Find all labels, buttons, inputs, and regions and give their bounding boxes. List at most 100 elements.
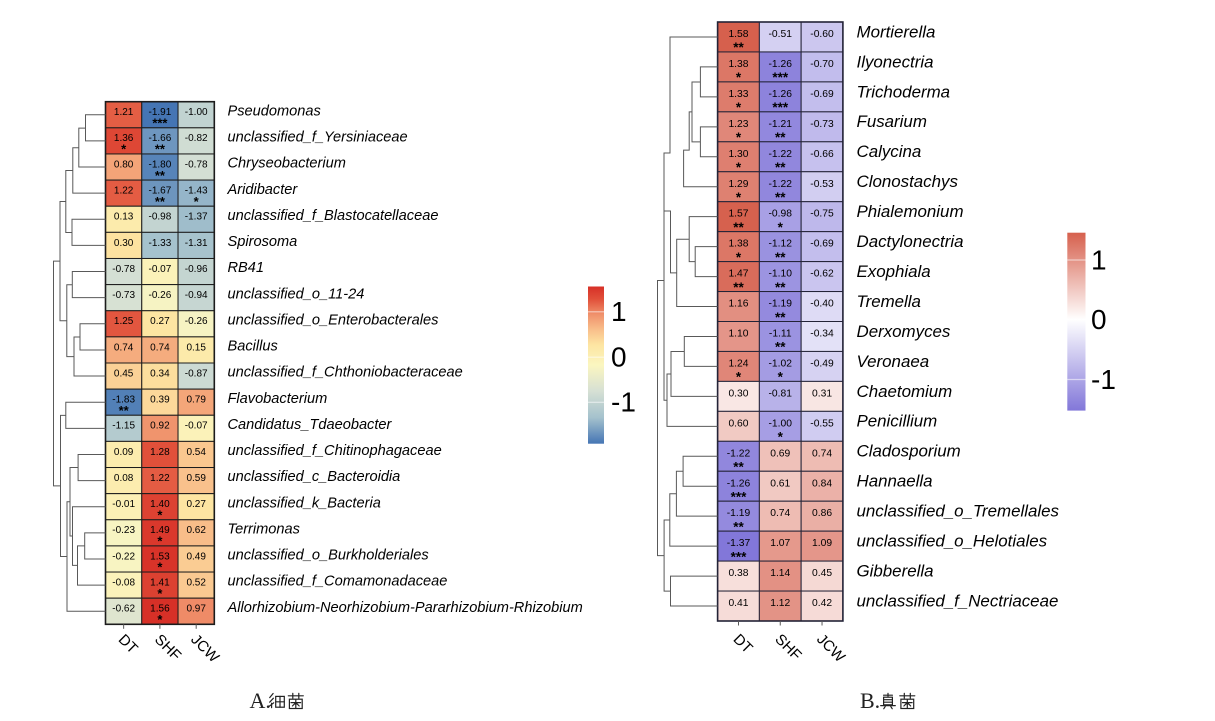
svg-text:0.59: 0.59 [186,473,206,484]
svg-text:1.40: 1.40 [150,499,170,510]
svg-text:-0.78: -0.78 [185,159,208,170]
svg-text:-0.66: -0.66 [810,149,834,160]
svg-text:0.74: 0.74 [114,342,134,353]
svg-text:Candidatus_Tdaeobacter: Candidatus_Tdaeobacter [228,417,393,433]
svg-text:-0.49: -0.49 [810,358,834,369]
svg-text:0.09: 0.09 [114,447,134,458]
svg-text:1: 1 [1091,244,1107,275]
svg-text:***: *** [772,100,789,115]
svg-text:RB41: RB41 [228,260,265,276]
svg-text:1.12: 1.12 [770,598,790,609]
svg-text:-0.82: -0.82 [185,133,208,144]
svg-text:0.45: 0.45 [114,368,134,379]
svg-text:0.84: 0.84 [812,478,832,489]
svg-text:1.16: 1.16 [728,299,748,310]
svg-text:*: * [778,220,784,235]
svg-text:unclassified_c_Bacteroidia: unclassified_c_Bacteroidia [228,469,401,485]
svg-text:**: ** [733,519,744,534]
svg-text:*: * [736,190,742,205]
svg-text:**: ** [733,460,744,475]
svg-text:-0.07: -0.07 [185,421,208,432]
svg-text:unclassified_f_Nectriaceae: unclassified_f_Nectriaceae [857,591,1059,610]
svg-text:-0.62: -0.62 [810,269,834,280]
svg-text:-0.70: -0.70 [810,59,834,70]
svg-text:-1.26: -1.26 [769,89,793,100]
svg-text:0.52: 0.52 [186,577,206,588]
svg-text:-1.12: -1.12 [769,239,793,250]
svg-text:0.49: 0.49 [186,551,206,562]
svg-text:1.49: 1.49 [150,525,170,536]
svg-text:Calycina: Calycina [857,142,922,161]
svg-text:1.07: 1.07 [770,538,790,549]
svg-text:***: *** [731,489,748,504]
svg-text:0.62: 0.62 [186,525,206,536]
svg-text:0.15: 0.15 [186,342,206,353]
svg-text:1.10: 1.10 [728,329,748,340]
svg-text:*: * [736,370,742,385]
svg-text:1.53: 1.53 [150,551,170,562]
svg-text:-1.26: -1.26 [727,478,751,489]
svg-text:-1.21: -1.21 [769,119,793,130]
svg-text:0.31: 0.31 [812,388,832,399]
svg-text:-1.22: -1.22 [769,179,793,190]
svg-text:*: * [736,250,742,265]
svg-text:1.23: 1.23 [728,119,748,130]
svg-text:Flavobacterium: Flavobacterium [228,391,328,407]
svg-text:Mortierella: Mortierella [857,22,936,41]
svg-text:*: * [736,130,742,145]
svg-text:1.47: 1.47 [728,269,748,280]
svg-text:Spirosoma: Spirosoma [228,234,298,250]
svg-text:1.25: 1.25 [114,316,134,327]
svg-text:-0.26: -0.26 [149,290,172,301]
svg-text:-0.07: -0.07 [149,264,172,275]
svg-text:*: * [194,194,200,209]
svg-text:*: * [736,70,742,85]
svg-text:0.30: 0.30 [114,238,134,249]
svg-text:-1.00: -1.00 [769,418,793,429]
svg-text:Ilyonectria: Ilyonectria [857,52,934,71]
svg-text:-1.22: -1.22 [769,149,793,160]
svg-text:-1.26: -1.26 [769,59,793,70]
svg-text:-1.10: -1.10 [769,269,793,280]
svg-text:0.74: 0.74 [150,342,170,353]
svg-text:-0.60: -0.60 [810,29,834,40]
svg-text:unclassified_o_Enterobacterale: unclassified_o_Enterobacterales [228,312,439,328]
svg-text:-0.01: -0.01 [112,499,135,510]
svg-text:-0.73: -0.73 [810,119,834,130]
svg-text:0.69: 0.69 [770,448,790,459]
svg-text:0.60: 0.60 [728,418,748,429]
svg-text:1.22: 1.22 [150,473,170,484]
svg-text:0.41: 0.41 [728,598,748,609]
svg-text:**: ** [155,168,166,183]
svg-text:-0.75: -0.75 [810,209,834,220]
svg-text:1.24: 1.24 [728,358,748,369]
svg-text:0.92: 0.92 [150,421,170,432]
svg-text:-1.37: -1.37 [185,212,208,223]
svg-text:0.61: 0.61 [770,478,790,489]
svg-text:**: ** [775,160,786,175]
svg-text:-1.11: -1.11 [769,329,792,340]
svg-text:0.13: 0.13 [114,212,134,223]
svg-text:1.21: 1.21 [114,107,134,118]
svg-text:-1.66: -1.66 [149,133,172,144]
svg-text:0.80: 0.80 [114,159,134,170]
svg-text:B.: B. [860,688,880,713]
svg-text:-0.96: -0.96 [185,264,208,275]
svg-text:*: * [157,534,163,549]
svg-text:***: *** [772,70,789,85]
svg-text:-0.69: -0.69 [810,239,834,250]
svg-text:0.45: 0.45 [812,568,832,579]
svg-text:**: ** [775,310,786,325]
svg-text:Pseudomonas: Pseudomonas [228,103,321,119]
svg-text:-0.51: -0.51 [769,29,793,40]
svg-text:Dactylonectria: Dactylonectria [857,232,964,251]
svg-text:1.36: 1.36 [114,133,134,144]
svg-text:Gibberella: Gibberella [857,561,934,580]
svg-text:Bacillus: Bacillus [228,339,278,355]
svg-text:unclassified_k_Bacteria: unclassified_k_Bacteria [228,495,381,511]
svg-text:0.27: 0.27 [186,499,206,510]
svg-text:-0.62: -0.62 [112,604,135,615]
svg-text:-1.37: -1.37 [727,538,751,549]
svg-text:0.08: 0.08 [114,473,134,484]
svg-text:0.42: 0.42 [812,598,832,609]
